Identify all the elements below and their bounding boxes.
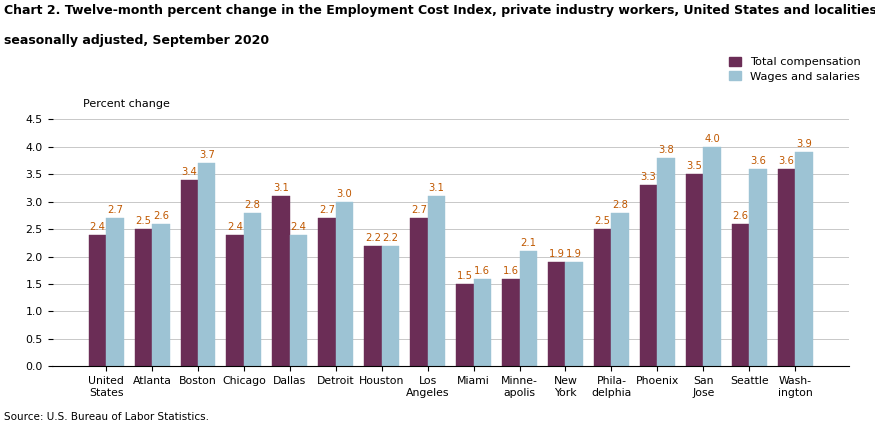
Bar [382,245,399,366]
Text: 3.3: 3.3 [640,173,656,182]
Text: 2.4: 2.4 [290,222,306,232]
Text: 2.6: 2.6 [153,211,169,221]
Bar [686,174,704,366]
Text: 2.4: 2.4 [228,222,243,232]
Text: Percent change: Percent change [83,99,170,109]
Bar [336,201,354,366]
Bar [152,224,170,366]
Text: 2.8: 2.8 [612,200,628,210]
Bar [456,284,473,366]
Text: 2.8: 2.8 [245,200,261,210]
Bar [106,218,123,366]
Bar [704,147,721,366]
Bar [640,185,657,366]
Bar [520,251,537,366]
Text: 2.4: 2.4 [89,222,105,232]
Text: 2.5: 2.5 [136,216,151,226]
Bar [318,218,336,366]
Text: 2.2: 2.2 [382,233,398,243]
Bar [749,169,766,366]
Text: 1.9: 1.9 [549,249,564,259]
Text: 3.7: 3.7 [199,150,214,161]
Text: 1.6: 1.6 [474,266,490,276]
Text: 4.0: 4.0 [704,134,720,144]
Text: 2.2: 2.2 [365,233,381,243]
Bar [548,262,565,366]
Bar [88,235,106,366]
Text: 3.9: 3.9 [796,139,812,150]
Text: 3.6: 3.6 [779,156,794,166]
Text: 1.6: 1.6 [503,266,519,276]
Text: 2.6: 2.6 [732,211,748,221]
Bar [732,224,749,366]
Legend: Total compensation, Wages and salaries: Total compensation, Wages and salaries [729,57,860,81]
Text: 3.1: 3.1 [273,184,289,193]
Bar [795,152,813,366]
Bar [473,279,491,366]
Text: 3.5: 3.5 [687,161,703,171]
Bar [565,262,583,366]
Text: Chart 2. Twelve-month percent change in the Employment Cost Index, private indus: Chart 2. Twelve-month percent change in … [4,4,875,17]
Bar [410,218,428,366]
Text: 2.7: 2.7 [319,205,335,216]
Text: Source: U.S. Bureau of Labor Statistics.: Source: U.S. Bureau of Labor Statistics. [4,412,209,422]
Bar [290,235,307,366]
Bar [502,279,520,366]
Text: 2.7: 2.7 [411,205,427,216]
Text: 3.1: 3.1 [429,184,444,193]
Bar [364,245,382,366]
Text: 2.5: 2.5 [595,216,611,226]
Text: 3.6: 3.6 [750,156,766,166]
Text: 3.0: 3.0 [337,189,353,199]
Bar [180,180,198,366]
Text: 3.8: 3.8 [658,145,674,155]
Text: 2.7: 2.7 [107,205,123,216]
Text: 3.4: 3.4 [181,167,197,177]
Bar [227,235,244,366]
Bar [612,213,629,366]
Bar [657,158,675,366]
Text: seasonally adjusted, September 2020: seasonally adjusted, September 2020 [4,34,270,47]
Bar [272,196,290,366]
Text: 1.5: 1.5 [457,271,472,281]
Bar [428,196,445,366]
Text: 1.9: 1.9 [566,249,582,259]
Bar [244,213,262,366]
Bar [198,163,215,366]
Bar [778,169,795,366]
Bar [594,229,612,366]
Text: 2.1: 2.1 [521,238,536,248]
Bar [135,229,152,366]
